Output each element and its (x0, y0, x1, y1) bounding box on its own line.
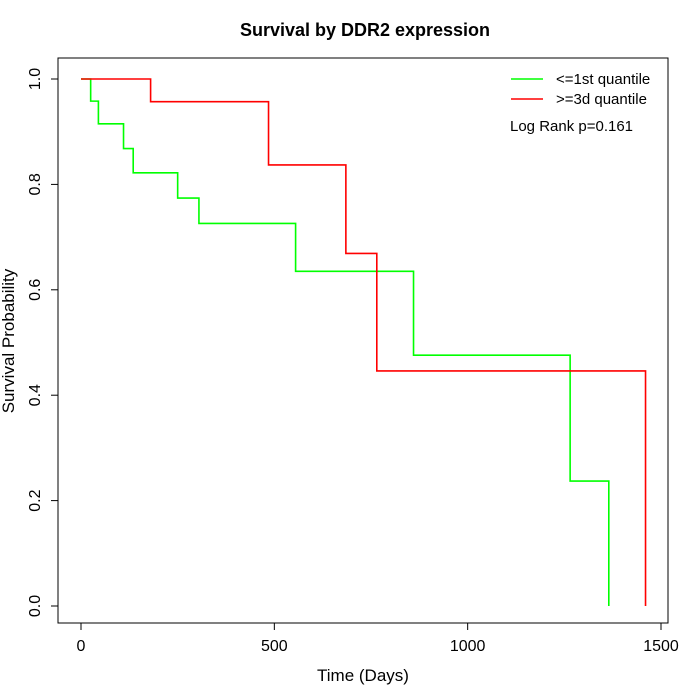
series-line-1 (81, 78, 610, 606)
legend-entry: >=3d quantile (556, 91, 647, 108)
legend-entry: <=1st quantile (556, 71, 650, 88)
x-axis: 0 500 1000 1500 (77, 622, 679, 655)
x-axis-label: Time (Days) (317, 666, 409, 685)
y-tick-label: 0.4 (27, 384, 44, 406)
plot-frame (57, 57, 669, 624)
x-tick-label: 1000 (450, 638, 486, 655)
chart-title: Survival by DDR2 expression (240, 20, 490, 40)
x-tick-label: 0 (77, 638, 86, 655)
series-line-2 (81, 78, 647, 606)
y-tick-label: 0.2 (27, 489, 44, 511)
legend: <=1st quantile >=3d quantile (511, 71, 650, 108)
y-tick-label: 0.8 (27, 173, 44, 195)
log-rank-annotation: Log Rank p=0.161 (510, 118, 633, 135)
x-tick-label: 500 (261, 638, 288, 655)
series-layer (81, 78, 647, 606)
y-tick-label: 0.0 (27, 595, 44, 617)
y-axis-label: Survival Probability (0, 268, 18, 413)
y-tick-label: 1.0 (27, 68, 44, 90)
x-tick-label: 1500 (643, 638, 679, 655)
y-tick-label: 0.6 (27, 279, 44, 301)
y-axis: 0.0 0.2 0.4 0.6 0.8 1.0 (27, 68, 59, 617)
